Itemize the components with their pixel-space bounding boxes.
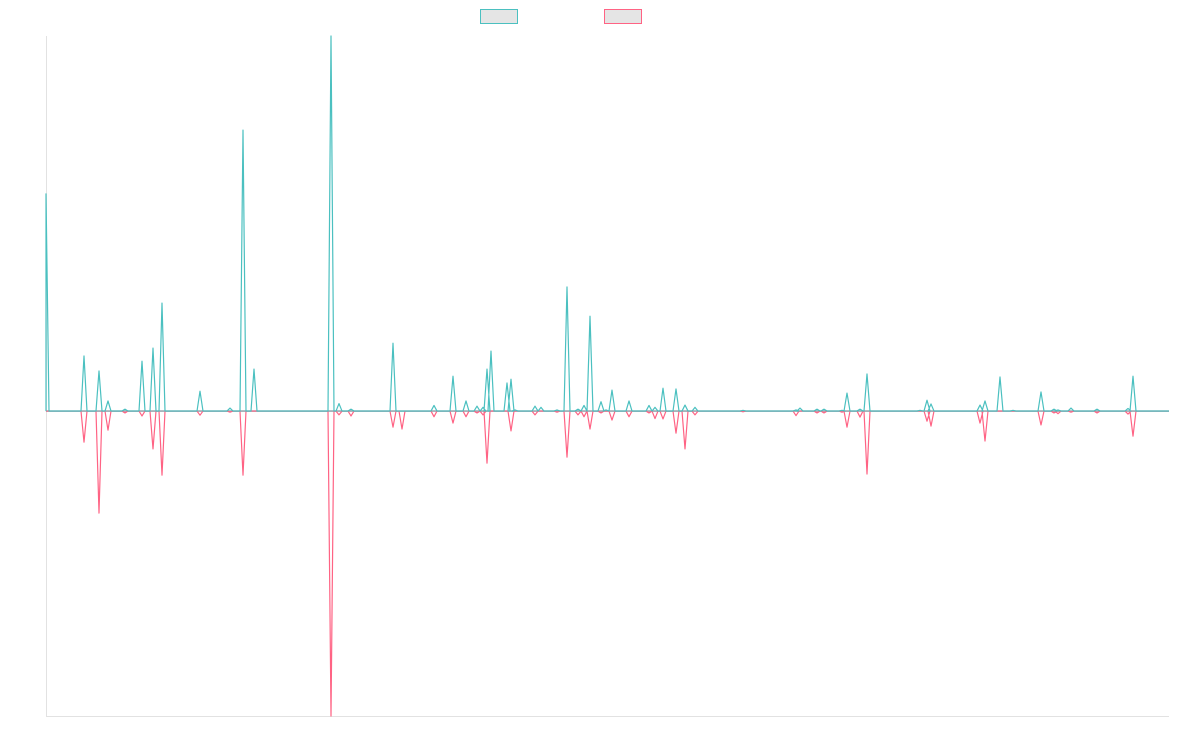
series-b-line	[46, 410, 1169, 717]
series-a-line	[45, 35, 1169, 412]
legend-swatch-series-b[interactable]	[604, 9, 642, 24]
legend-swatch-series-a[interactable]	[480, 9, 518, 24]
